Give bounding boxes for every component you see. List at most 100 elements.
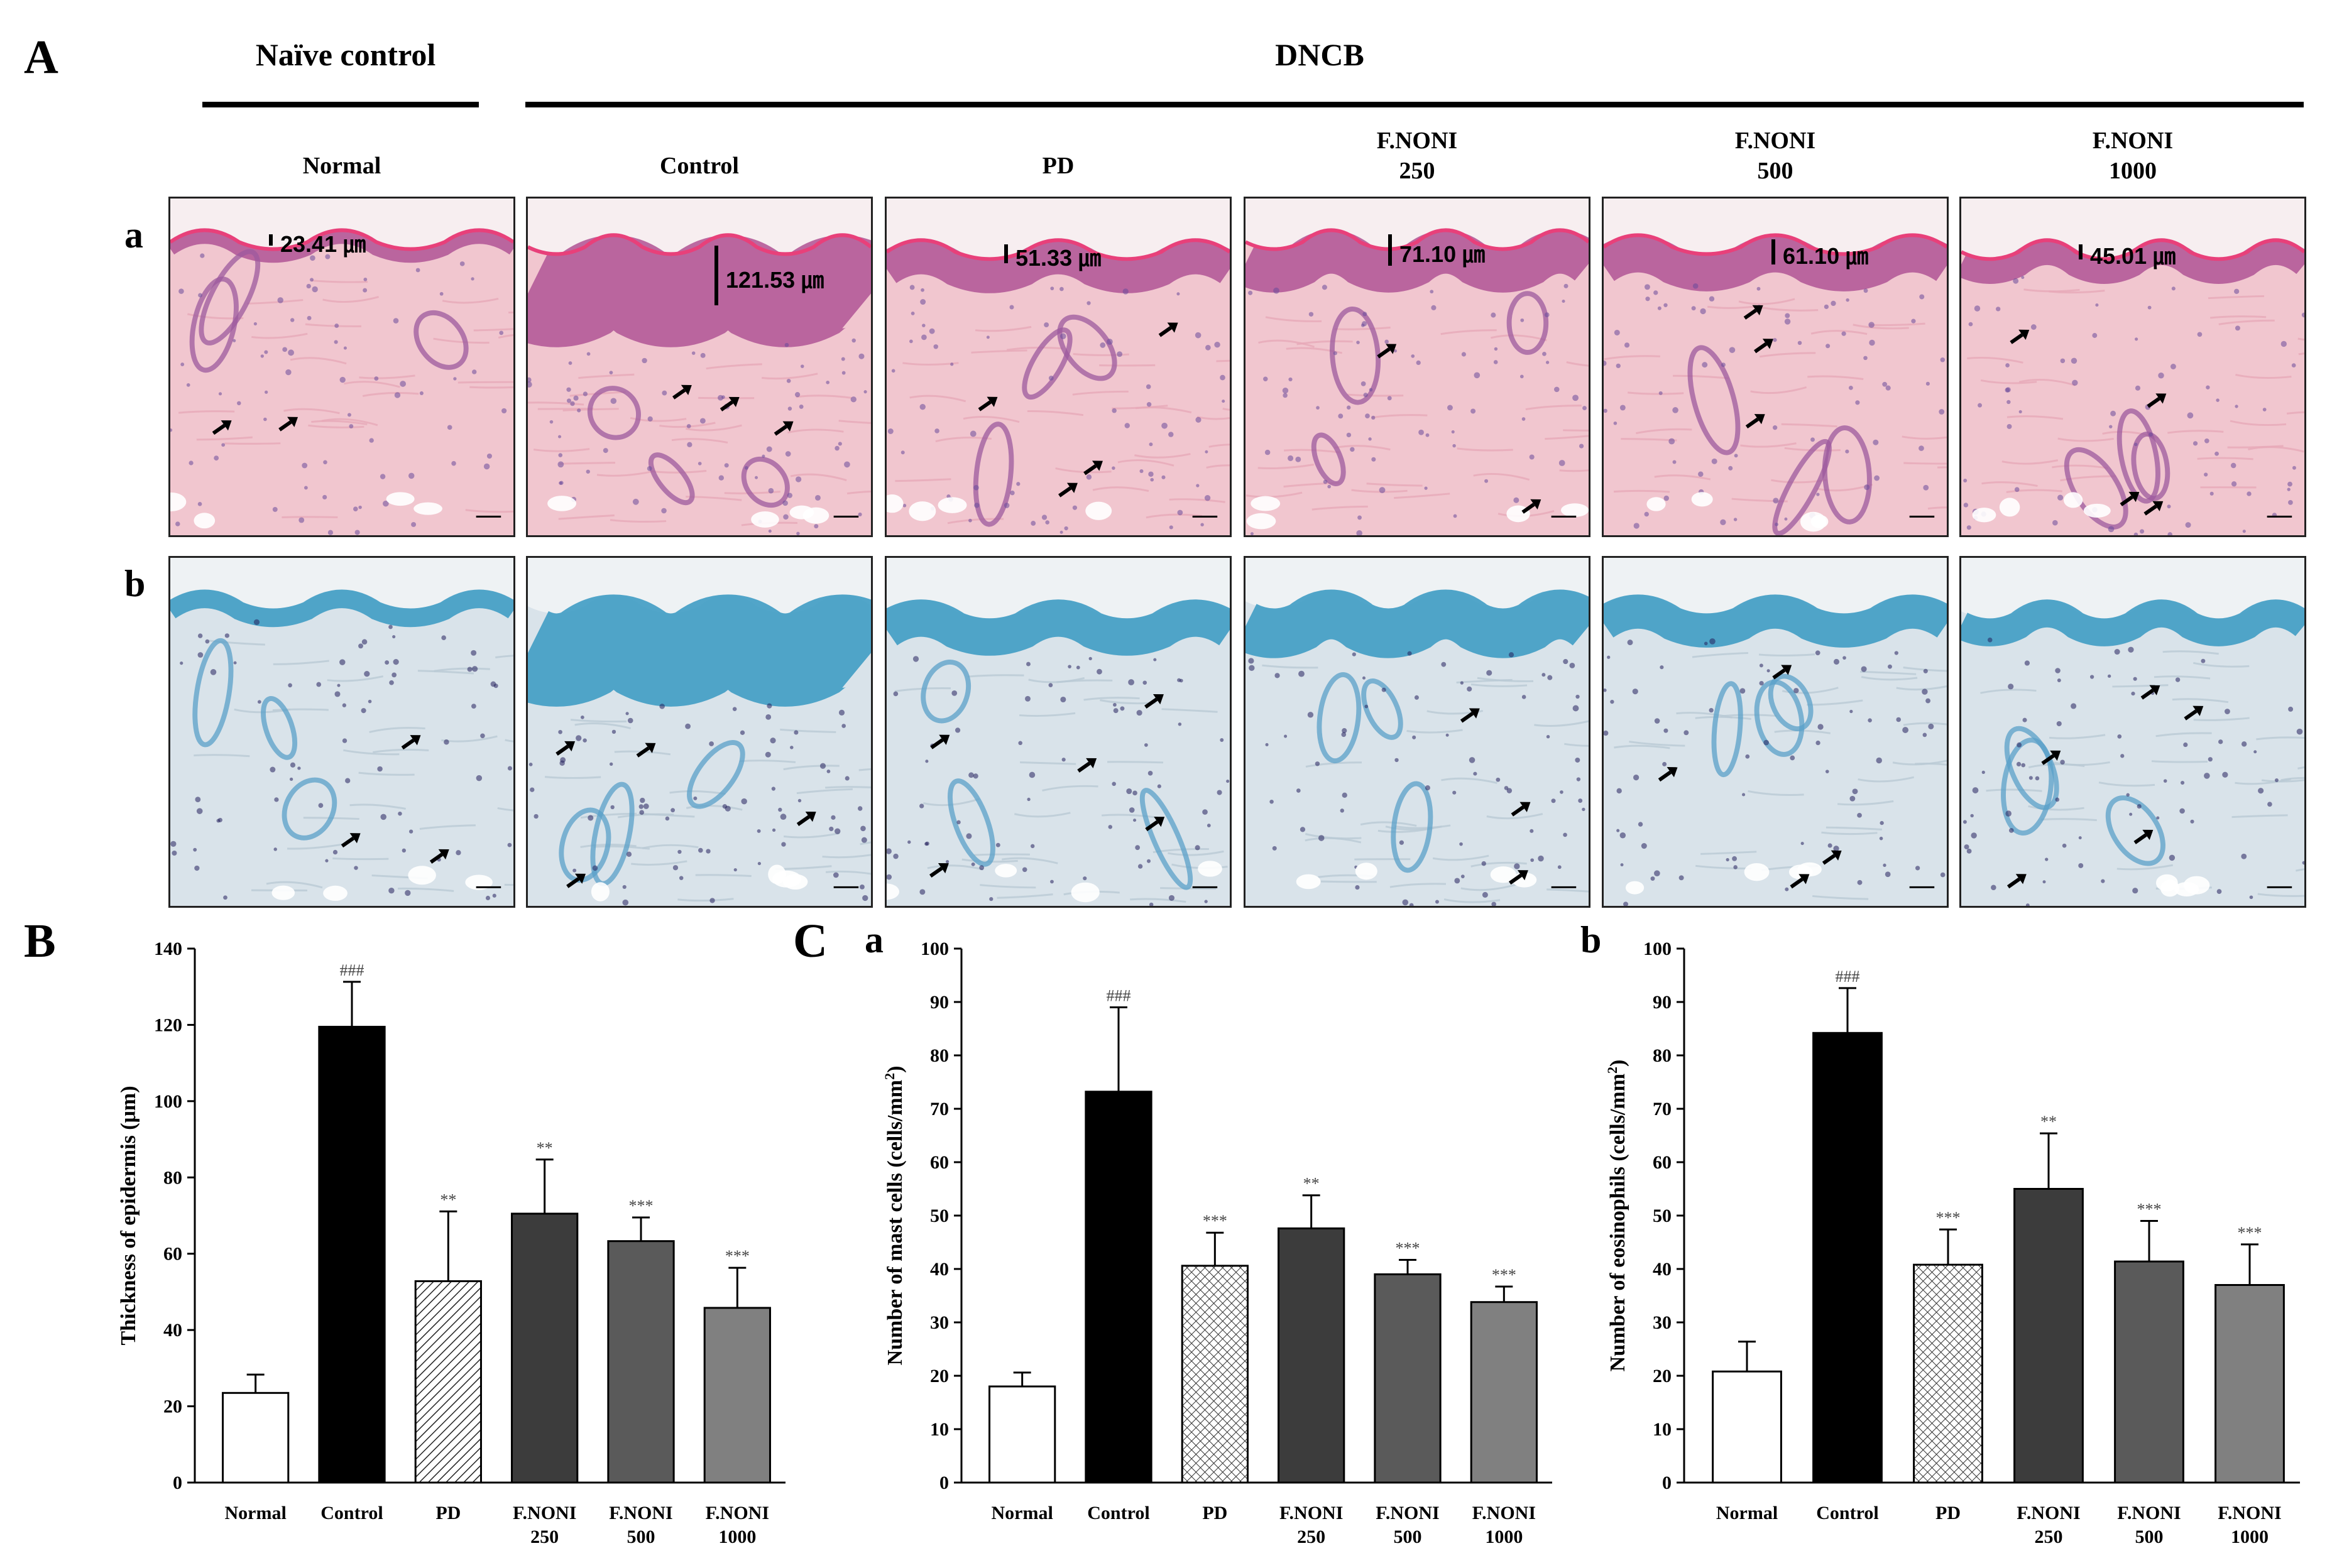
epidermis-measure-bar xyxy=(2079,244,2083,259)
panel-label-C: C xyxy=(793,915,828,967)
y-tick-label: 0 xyxy=(939,1473,949,1493)
epidermis-measure-label: 45.01 ㎛ xyxy=(2090,243,2176,269)
x-tick-label: Normal xyxy=(992,1503,1053,1523)
he-stain-image-2 xyxy=(885,197,1232,537)
bar-normal xyxy=(1712,1370,1782,1484)
bar-normal xyxy=(222,1391,290,1484)
epidermis-measure-bar xyxy=(714,246,718,305)
column-header-line1: PD xyxy=(1042,153,1075,179)
y-tick-label: 90 xyxy=(1653,992,1672,1013)
y-tick-label: 100 xyxy=(154,1091,182,1112)
significance-label: ### xyxy=(1107,987,1131,1005)
x-tick-label: 500 xyxy=(1394,1527,1422,1547)
y-tick-label: 50 xyxy=(930,1206,949,1226)
y-tick-label: 70 xyxy=(930,1099,949,1119)
bar-f-noni-1000 xyxy=(1470,1301,1538,1484)
naive-control-bracket-line xyxy=(202,102,479,107)
column-header-line2: 1000 xyxy=(2109,158,2157,184)
significance-label: *** xyxy=(1936,1209,1961,1227)
column-header-line2: 250 xyxy=(1399,158,1435,184)
epidermis-measure-label: 121.53 ㎛ xyxy=(726,266,824,293)
y-tick-label: 60 xyxy=(930,1152,949,1173)
bar-pd xyxy=(1913,1263,1983,1484)
x-tick-label: PD xyxy=(435,1503,461,1523)
y-tick-label: 100 xyxy=(1643,939,1672,959)
column-header-3: F.NONI 250 xyxy=(1244,126,1590,186)
toluidine-stain-image-4 xyxy=(1602,556,1949,908)
epidermis-measure-label: 51.33 ㎛ xyxy=(1015,245,1102,271)
toluidine-stain-image-2 xyxy=(885,556,1232,908)
y-tick-label: 20 xyxy=(1653,1366,1672,1386)
y-tick-label: 40 xyxy=(930,1259,949,1280)
x-tick-label: Control xyxy=(320,1503,383,1523)
x-tick-label: 250 xyxy=(2035,1527,2063,1547)
row-label-a: a xyxy=(124,214,143,256)
bar-f-noni-1000 xyxy=(2214,1284,2285,1484)
y-tick-label: 10 xyxy=(930,1419,949,1440)
x-tick-label: F.NONI xyxy=(706,1503,769,1523)
epidermis-measure-label: 61.10 ㎛ xyxy=(1783,243,1869,269)
significance-label: ** xyxy=(1303,1175,1320,1193)
toluidine-stain-image-5 xyxy=(1959,556,2306,908)
y-tick-label: 20 xyxy=(163,1396,182,1417)
x-tick-label: 250 xyxy=(1297,1527,1325,1547)
he-stain-image-4 xyxy=(1602,197,1949,537)
panel-label-C-b: b xyxy=(1580,919,1602,961)
y-tick-label: 40 xyxy=(163,1320,182,1341)
x-tick-label: 1000 xyxy=(1485,1527,1523,1547)
x-tick-label: F.NONI xyxy=(609,1503,672,1523)
significance-label: ### xyxy=(1836,967,1860,986)
panel-label-C-a: a xyxy=(865,919,884,961)
significance-label: *** xyxy=(2137,1200,2162,1219)
column-header-2: PD xyxy=(885,151,1232,181)
panel-label-B: B xyxy=(24,915,56,967)
column-header-line1: Normal xyxy=(302,153,381,179)
epidermis-measure-bar xyxy=(1004,244,1008,263)
x-tick-label: F.NONI xyxy=(1472,1503,1536,1523)
bar-f-noni-250 xyxy=(1278,1227,1345,1484)
significance-label: *** xyxy=(1203,1212,1227,1230)
epidermis-measure-bar xyxy=(269,234,273,246)
x-tick-label: PD xyxy=(1935,1503,1961,1523)
y-tick-label: 0 xyxy=(173,1473,182,1493)
panel-label-A: A xyxy=(24,31,58,84)
y-tick-label: 60 xyxy=(1653,1152,1672,1173)
epidermis-measure-label: 71.10 ㎛ xyxy=(1399,241,1486,267)
bar-control xyxy=(1812,1032,1883,1484)
epidermis-measure-bar xyxy=(1771,239,1775,264)
he-stain-image-5 xyxy=(1959,197,2306,537)
y-axis-label: Number of mast cells (cells/mm2) xyxy=(882,1066,907,1366)
column-header-line2: 500 xyxy=(1757,158,1793,184)
significance-label: ** xyxy=(537,1139,553,1157)
y-tick-label: 30 xyxy=(1653,1312,1672,1333)
column-header-line1: F.NONI xyxy=(2092,128,2174,154)
y-axis-label: Thickness of epidermis (μm) xyxy=(117,1086,140,1345)
y-tick-label: 50 xyxy=(1653,1206,1672,1226)
toluidine-stain-image-3 xyxy=(1244,556,1590,908)
x-tick-label: F.NONI xyxy=(1279,1503,1343,1523)
significance-label: *** xyxy=(1492,1266,1516,1284)
dncb-bracket-line xyxy=(525,102,2304,107)
bar-f-noni-500 xyxy=(607,1240,675,1484)
bar-normal xyxy=(988,1385,1056,1484)
toluidine-stain-image-1 xyxy=(526,556,873,908)
bar-control xyxy=(1085,1091,1152,1484)
column-header-1: Control xyxy=(526,151,873,181)
x-tick-label: F.NONI xyxy=(2017,1503,2080,1523)
x-tick-label: 500 xyxy=(2135,1527,2164,1547)
y-tick-label: 0 xyxy=(1662,1473,1672,1493)
bar-control xyxy=(318,1025,386,1484)
column-header-line1: Control xyxy=(660,153,739,179)
he-stain-image-3 xyxy=(1244,197,1590,537)
column-header-5: F.NONI 1000 xyxy=(1959,126,2306,186)
bar-pd xyxy=(414,1280,482,1484)
y-tick-label: 20 xyxy=(930,1366,949,1386)
bar-f-noni-500 xyxy=(1374,1273,1442,1484)
x-tick-label: PD xyxy=(1202,1503,1227,1523)
x-tick-label: F.NONI xyxy=(2117,1503,2181,1523)
x-tick-label: Control xyxy=(1816,1503,1878,1523)
x-tick-label: F.NONI xyxy=(1376,1503,1439,1523)
toluidine-stain-image-0 xyxy=(168,556,515,908)
chart-mast-cells: 0 10 20 30 40 50 60 70 80 90 100 Number of mast cel… xyxy=(867,930,1565,1564)
bar-f-noni-250 xyxy=(511,1212,579,1484)
